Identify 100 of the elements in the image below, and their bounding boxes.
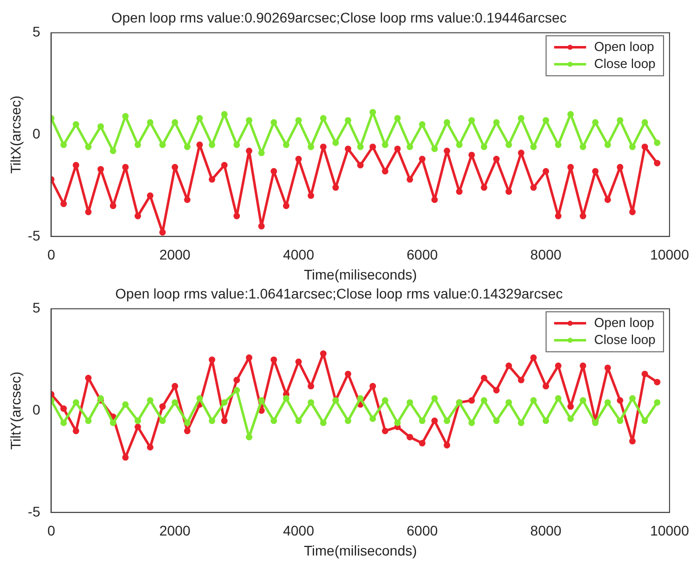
x-tick-label: 2000 [159, 522, 191, 539]
point [518, 150, 524, 156]
point [72, 121, 80, 128]
point [394, 115, 401, 122]
point [208, 142, 216, 148]
point [456, 188, 463, 195]
point [320, 115, 327, 122]
point [382, 142, 388, 148]
y-tick-label: 0 [32, 401, 40, 418]
point [344, 370, 352, 378]
point [480, 184, 488, 191]
point [357, 395, 364, 402]
point [431, 395, 438, 402]
x-tick-label: 0 [47, 246, 56, 263]
point [282, 202, 290, 210]
point [480, 397, 488, 404]
x-tick-label: 6000 [406, 522, 438, 539]
point [246, 148, 252, 154]
point [542, 117, 550, 124]
point [295, 418, 302, 424]
point [159, 403, 166, 410]
point [85, 374, 92, 382]
point [357, 162, 364, 168]
point [258, 150, 265, 156]
point [270, 119, 278, 126]
point [480, 374, 488, 382]
point [518, 376, 524, 384]
point [221, 110, 228, 118]
point [320, 420, 327, 426]
point [580, 397, 586, 404]
point [468, 420, 475, 426]
point [530, 354, 537, 361]
x-tick-label: 4000 [282, 522, 314, 539]
point [554, 362, 562, 370]
point [122, 164, 129, 170]
point [592, 168, 599, 174]
point [506, 142, 512, 148]
point [642, 144, 648, 150]
legend-label: Close loop [594, 56, 656, 71]
point [85, 208, 92, 216]
point [418, 418, 426, 424]
point [629, 144, 636, 150]
point [616, 418, 624, 424]
point [370, 382, 376, 390]
point [110, 420, 116, 426]
point [530, 397, 537, 404]
point [629, 395, 636, 402]
point [406, 399, 414, 406]
point [370, 108, 376, 116]
point [221, 162, 228, 168]
point [642, 370, 648, 378]
point [60, 200, 67, 208]
point [320, 144, 327, 150]
point [344, 418, 352, 424]
point [233, 212, 240, 220]
point [444, 119, 450, 126]
point [184, 196, 191, 203]
chart-title: Open loop rms value:1.0641arcsec;Close loop rms value:0.14329arcsec [115, 285, 563, 302]
point [246, 354, 252, 361]
point [60, 142, 67, 148]
point [282, 142, 290, 148]
point [629, 208, 636, 216]
point [221, 418, 228, 424]
point [382, 397, 388, 404]
point [554, 395, 562, 402]
point [258, 397, 265, 404]
point [456, 142, 463, 148]
x-tick-label: 0 [47, 522, 56, 539]
point [542, 418, 550, 424]
y-tick-label: 5 [32, 300, 40, 316]
point [233, 142, 240, 148]
point [172, 382, 178, 390]
point [431, 146, 438, 152]
point [332, 184, 339, 191]
point [642, 418, 648, 424]
point [282, 395, 290, 402]
point [418, 121, 426, 128]
point [97, 166, 104, 172]
point [258, 222, 265, 230]
point [654, 399, 660, 406]
point [370, 144, 376, 150]
point [308, 399, 314, 406]
point [357, 144, 364, 150]
point [184, 428, 191, 434]
point [604, 196, 611, 203]
y-tick-label: 0 [32, 125, 40, 142]
point [431, 196, 438, 203]
point [654, 139, 660, 146]
point [406, 176, 414, 183]
point [134, 142, 142, 148]
point [72, 399, 80, 406]
point [184, 420, 191, 426]
point [270, 168, 278, 174]
point [654, 378, 660, 386]
point [604, 364, 611, 372]
chart-title: Open loop rms value:0.90269arcsec;Close loop rms value:0.19446arcsec [111, 9, 567, 26]
point [233, 376, 240, 384]
point [468, 397, 475, 404]
point [97, 123, 104, 130]
point [592, 119, 599, 126]
